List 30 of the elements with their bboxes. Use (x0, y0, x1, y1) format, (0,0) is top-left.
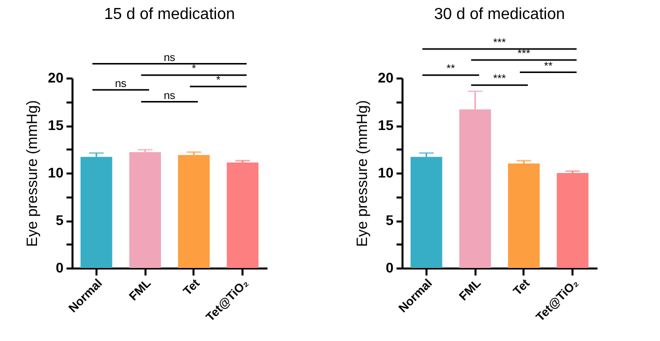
y-tick-label: 10 (48, 164, 64, 180)
y-axis-title: Eye pressure (mmHg) (354, 100, 371, 247)
text: *** (517, 48, 532, 60)
bar (410, 156, 442, 268)
text: ** (446, 63, 456, 76)
annotation: *** (493, 73, 507, 86)
annotation: ns (114, 78, 128, 90)
chart-title: 15 d of medication (104, 6, 235, 23)
x-tick-label: Tet (510, 276, 532, 298)
y-tick-label: 0 (56, 260, 64, 276)
x-tick-label: Tet (180, 276, 202, 298)
text: *** (493, 37, 507, 50)
text: ** (544, 60, 554, 72)
y-tick-label: 5 (386, 212, 394, 228)
y-axis-title: Eye pressure (mmHg) (24, 100, 41, 247)
y-tick-label: 20 (48, 70, 64, 86)
y-tick-label: 5 (56, 212, 64, 228)
y-tick-label: 15 (48, 117, 64, 133)
y-tick-label: 15 (378, 117, 394, 133)
chart-title: 30 d of medication (434, 6, 565, 23)
text: * (192, 63, 197, 76)
x-tick-label: FML (126, 276, 154, 304)
y-tick-label: 20 (378, 70, 394, 86)
annotation: ns (164, 90, 176, 102)
y-tick-label: 10 (378, 164, 394, 180)
y-tick-label: 0 (386, 260, 394, 276)
annotation: * (216, 74, 222, 87)
bar (508, 164, 540, 268)
x-tick-label: FML (456, 276, 484, 304)
text: ns (164, 52, 176, 64)
